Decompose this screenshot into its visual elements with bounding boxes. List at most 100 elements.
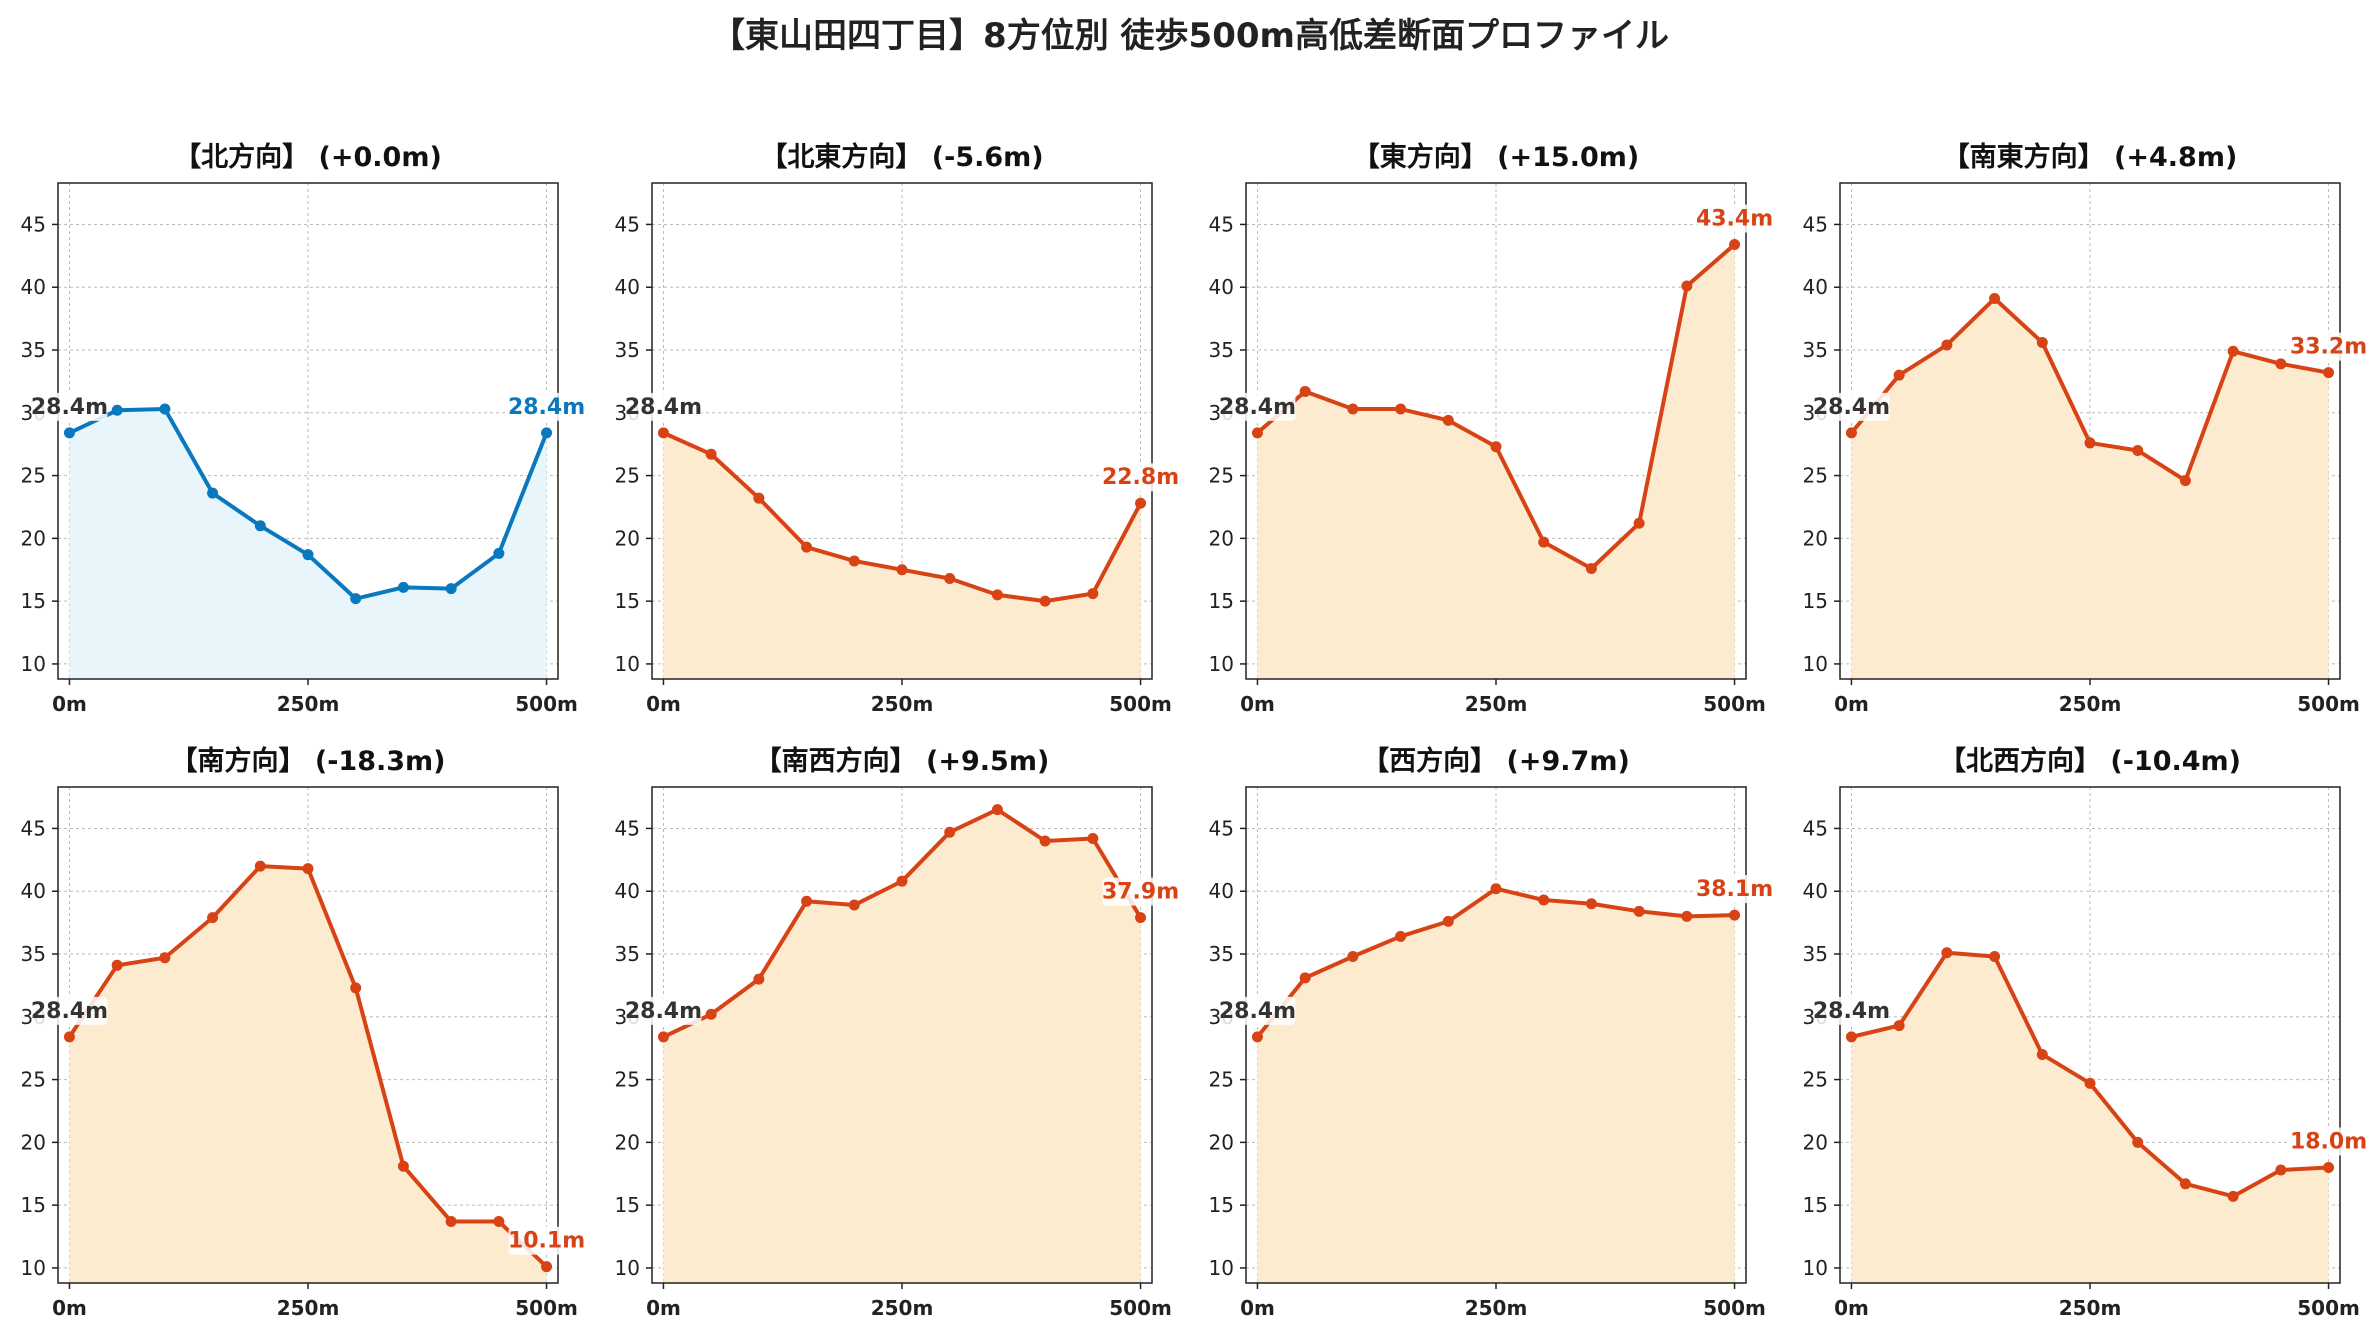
data-point: [896, 875, 908, 887]
data-point: [1087, 588, 1099, 600]
data-point: [1585, 562, 1597, 574]
y-tick-label: 45: [1803, 816, 1828, 840]
start-label-box: [1813, 996, 1890, 1025]
x-tick-label: 0m: [646, 1296, 681, 1320]
data-point: [1347, 403, 1359, 415]
data-point: [1989, 293, 2001, 305]
y-tick-label: 45: [1209, 212, 1234, 236]
start-label-box: [625, 392, 702, 421]
y-tick-label: 45: [615, 212, 640, 236]
data-point: [207, 912, 219, 924]
data-point: [1845, 1031, 1857, 1043]
data-point: [1135, 912, 1147, 924]
start-value-label: 28.4m: [31, 999, 108, 1024]
data-point: [2084, 437, 2096, 449]
end-value-label: 10.1m: [508, 1229, 585, 1254]
y-tick-label: 40: [1803, 275, 1828, 299]
subplot-2: 10152025303540450m250m500m【北東方向】 (-5.6m)…: [615, 141, 1180, 716]
data-point: [1395, 930, 1407, 942]
y-tick-label: 10: [1209, 1256, 1234, 1280]
data-point: [801, 895, 813, 907]
data-point: [159, 952, 171, 964]
y-tick-label: 15: [1803, 589, 1828, 613]
y-tick-label: 25: [615, 1068, 640, 1092]
data-point: [1681, 910, 1693, 922]
y-tick-label: 10: [21, 652, 46, 676]
x-tick-label: 0m: [1240, 1296, 1275, 1320]
y-tick-label: 35: [1209, 942, 1234, 966]
x-tick-label: 0m: [52, 692, 87, 716]
data-point: [896, 564, 908, 576]
data-point: [159, 403, 171, 415]
data-point: [705, 1008, 717, 1020]
y-tick-label: 35: [615, 942, 640, 966]
end-label-box: [1696, 204, 1773, 233]
end-label-box: [508, 392, 585, 421]
end-value-label: 18.0m: [2290, 1129, 2367, 1154]
data-point: [302, 863, 314, 875]
data-point: [207, 487, 219, 499]
data-point: [445, 583, 457, 595]
y-tick-label: 40: [1209, 879, 1234, 903]
y-tick-label: 25: [1803, 464, 1828, 488]
data-point: [1538, 894, 1550, 906]
y-tick-label: 10: [1803, 652, 1828, 676]
x-tick-label: 500m: [1703, 692, 1766, 716]
y-tick-label: 25: [1209, 1068, 1234, 1092]
y-tick-label: 40: [1803, 879, 1828, 903]
end-value-label: 43.4m: [1696, 207, 1773, 232]
data-point: [1490, 441, 1502, 453]
subplot-title: 【西方向】 (+9.7m): [1362, 745, 1630, 777]
data-point: [541, 1261, 553, 1273]
data-point: [705, 448, 717, 460]
x-tick-label: 250m: [1465, 692, 1528, 716]
y-tick-label: 25: [1803, 1068, 1828, 1092]
subplot-title: 【南東方向】 (+4.8m): [1943, 141, 2238, 173]
start-value-label: 28.4m: [1219, 999, 1296, 1024]
y-tick-label: 20: [1209, 1130, 1234, 1154]
data-point: [2323, 367, 2335, 379]
start-value-label: 28.4m: [1813, 999, 1890, 1024]
data-point: [1299, 972, 1311, 984]
data-point: [2036, 1048, 2048, 1060]
x-tick-label: 250m: [1465, 1296, 1528, 1320]
subplot-title: 【北方向】 (+0.0m): [174, 141, 442, 173]
x-tick-label: 500m: [1109, 1296, 1172, 1320]
data-point: [302, 549, 314, 561]
start-label-box: [1219, 392, 1296, 421]
y-tick-label: 45: [21, 212, 46, 236]
data-point: [2227, 345, 2239, 357]
data-point: [1941, 339, 1953, 351]
data-point: [445, 1215, 457, 1227]
y-tick-label: 40: [615, 275, 640, 299]
y-tick-label: 10: [1803, 1256, 1828, 1280]
data-point: [1538, 536, 1550, 548]
x-tick-label: 250m: [277, 1296, 340, 1320]
data-point: [1941, 947, 1953, 959]
start-value-label: 28.4m: [31, 395, 108, 420]
data-point: [991, 804, 1003, 816]
start-label-box: [31, 392, 108, 421]
subplot-title: 【北西方向】 (-10.4m): [1939, 745, 2241, 777]
y-tick-label: 25: [1209, 464, 1234, 488]
start-value-label: 28.4m: [625, 395, 702, 420]
data-point: [350, 982, 362, 994]
start-value-label: 28.4m: [1219, 395, 1296, 420]
data-point: [1490, 883, 1502, 895]
y-tick-label: 15: [615, 1193, 640, 1217]
end-label-box: [1102, 463, 1179, 492]
data-point: [350, 593, 362, 605]
subplot-title: 【北東方向】 (-5.6m): [760, 141, 1043, 173]
x-tick-label: 500m: [2297, 692, 2360, 716]
y-tick-label: 20: [21, 1130, 46, 1154]
data-point: [254, 520, 266, 532]
data-point: [1135, 497, 1147, 509]
subplot-title: 【東方向】 (+15.0m): [1353, 141, 1639, 173]
data-point: [2179, 1178, 2191, 1190]
subplot-1: 10152025303540450m250m500m【北方向】 (+0.0m)2…: [21, 141, 586, 716]
data-point: [1729, 239, 1741, 251]
data-point: [2179, 475, 2191, 487]
end-value-label: 22.8m: [1102, 465, 1179, 490]
x-tick-label: 0m: [1240, 692, 1275, 716]
